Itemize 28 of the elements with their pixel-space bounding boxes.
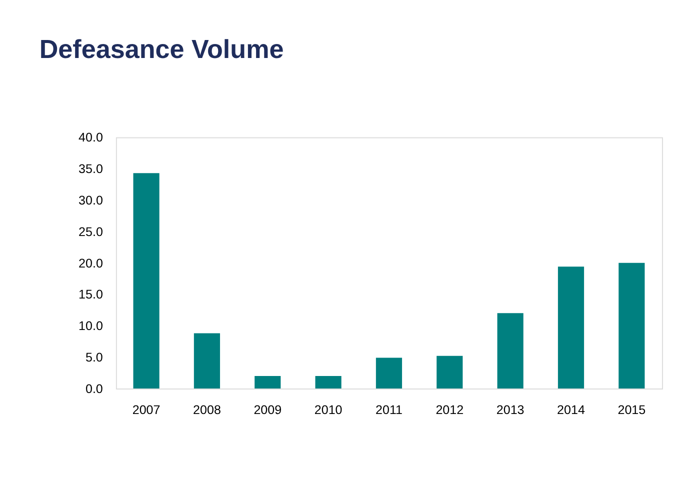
- x-tick-label: 2007: [132, 403, 160, 418]
- x-tick-label: 2010: [314, 403, 342, 418]
- bar: [497, 313, 524, 389]
- bar: [618, 262, 645, 389]
- x-tick-label: 2012: [436, 403, 464, 418]
- y-tick-label: 40.0: [78, 130, 103, 145]
- x-tick-label: 2011: [375, 403, 402, 418]
- bar: [558, 266, 584, 389]
- bar: [436, 356, 463, 389]
- y-tick-label: 15.0: [78, 288, 103, 302]
- x-tick-label: 2014: [557, 403, 585, 418]
- y-tick-label: 5.0: [85, 350, 103, 364]
- x-tick-label: 2015: [618, 403, 646, 418]
- y-tick-label: 35.0: [78, 162, 103, 176]
- y-tick-label: 0.0: [85, 382, 103, 396]
- chart-title: Defeasance Volume: [39, 34, 284, 64]
- bar: [315, 376, 342, 389]
- y-tick-label: 10.0: [78, 319, 103, 334]
- y-tick-label: 25.0: [78, 224, 103, 239]
- bar: [254, 376, 281, 389]
- x-tick-label: 2008: [193, 403, 221, 418]
- bar: [194, 333, 220, 389]
- y-tick-label: 30.0: [78, 193, 103, 208]
- bar: [376, 358, 402, 389]
- x-tick-label: 2009: [254, 403, 282, 418]
- y-tick-label: 20.0: [78, 256, 103, 270]
- bar: [133, 173, 160, 389]
- x-tick-label: 2013: [496, 403, 524, 418]
